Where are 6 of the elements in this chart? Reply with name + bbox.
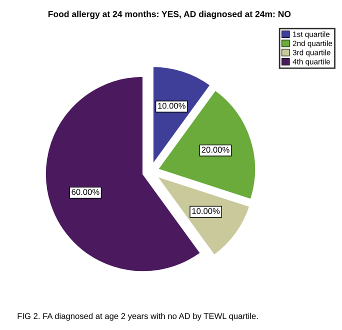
- chart-title: Food allergy at 24 months: YES, AD diagnosed at 24m: NO: [48, 10, 291, 19]
- caption: FIG 2. FA diagnosed at age 2 years with no AD by TEWL quartile.: [18, 312, 258, 321]
- data-label: 10.00%: [158, 102, 186, 109]
- data-label: 10.00%: [192, 208, 220, 214]
- data-label: 60.00%: [72, 189, 100, 195]
- data-label: 20.00%: [202, 146, 230, 153]
